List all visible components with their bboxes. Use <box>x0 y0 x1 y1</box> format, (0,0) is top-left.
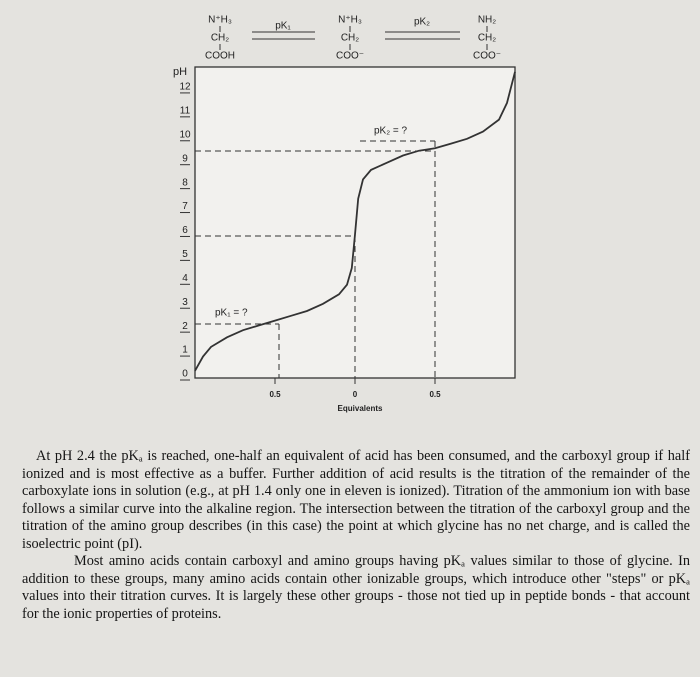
y-tick-label: 7 <box>182 201 188 212</box>
species-line: NH₂ <box>478 15 496 26</box>
y-axis-label: pH <box>173 66 187 78</box>
y-tick-label: 11 <box>180 105 191 116</box>
x-tick-label: 0.5 <box>429 390 441 399</box>
paragraph: At pH 2.4 the pKₐ is reached, one-half a… <box>22 448 690 552</box>
species-line: COO⁻ <box>336 51 364 62</box>
x-axis-label: Equivalents <box>338 404 383 413</box>
y-tick-label: 10 <box>179 129 191 140</box>
y-tick-label: 12 <box>179 82 191 93</box>
y-tick-label: 1 <box>182 345 188 356</box>
species-line: CH₂ <box>478 33 496 44</box>
x-tick-label: 0 <box>353 390 358 399</box>
annotation: pK₂ = ? <box>374 126 408 137</box>
species-line: COOH <box>205 51 235 62</box>
species-line: CH₂ <box>341 33 359 44</box>
y-tick-label: 9 <box>182 153 188 164</box>
y-tick-label: 4 <box>182 273 188 284</box>
species-line: COO⁻ <box>473 51 501 62</box>
y-tick-label: 0 <box>182 369 188 380</box>
chart: pH Equivalents pK₁ = ? pK₂ = ? pK₁ pK₂ N… <box>173 15 516 413</box>
y-tick-label: 6 <box>182 225 188 236</box>
species-line: N⁺H₃ <box>338 15 362 26</box>
arrow-label: pK₁ <box>275 21 291 32</box>
y-tick-label: 2 <box>182 321 188 332</box>
arrow-label: pK₂ <box>414 17 430 28</box>
species-line: CH₂ <box>211 33 229 44</box>
y-tick-label: 5 <box>182 249 188 260</box>
annotation: pK₁ = ? <box>215 308 248 319</box>
titration-curve <box>194 71 516 372</box>
species-line: N⁺H₃ <box>208 15 232 26</box>
x-tick-label: 0.5 <box>269 390 281 399</box>
y-tick-label: 8 <box>182 177 188 188</box>
y-tick-label: 3 <box>182 297 188 308</box>
guide-lines <box>195 140 436 378</box>
paragraph: Most amino acids contain carboxyl and am… <box>22 553 690 622</box>
